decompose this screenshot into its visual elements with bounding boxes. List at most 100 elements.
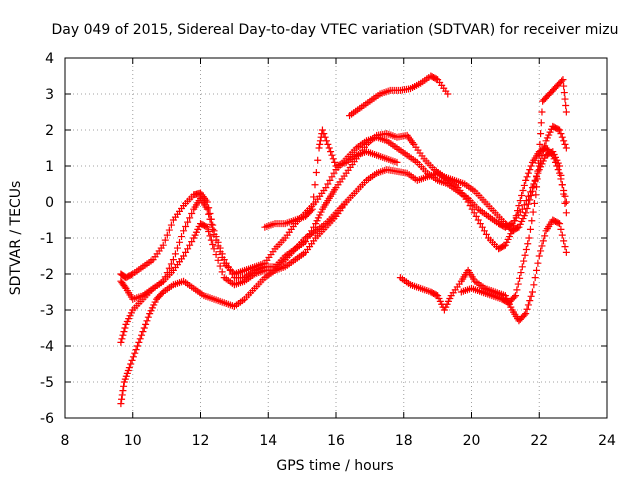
data-point xyxy=(165,226,173,234)
data-point xyxy=(500,242,508,250)
data-point xyxy=(216,248,224,256)
data-point xyxy=(128,356,136,364)
data-point xyxy=(330,169,338,177)
data-point xyxy=(560,186,568,194)
data-point xyxy=(310,193,318,201)
data-point xyxy=(161,236,169,244)
data-point xyxy=(202,222,210,230)
data-point xyxy=(182,222,190,230)
data-point xyxy=(322,184,330,192)
data-point xyxy=(557,225,565,233)
data-point xyxy=(209,240,217,248)
data-point xyxy=(218,268,226,276)
data-point xyxy=(144,313,152,321)
data-point xyxy=(327,148,335,156)
series-track-d xyxy=(117,198,350,408)
series-track-e xyxy=(261,126,401,231)
data-point xyxy=(188,210,196,218)
data-point xyxy=(539,237,547,245)
data-point xyxy=(342,198,350,206)
data-point xyxy=(315,144,323,152)
data-point xyxy=(533,183,541,191)
series-track-b xyxy=(117,133,570,303)
data-point xyxy=(316,137,324,145)
data-point xyxy=(510,222,518,230)
data-point xyxy=(186,241,194,249)
data-point xyxy=(117,338,125,346)
data-point xyxy=(532,191,540,199)
data-point xyxy=(553,162,561,170)
data-point xyxy=(323,137,331,145)
data-point xyxy=(139,328,147,336)
data-point xyxy=(180,252,188,260)
data-point xyxy=(525,234,533,242)
data-point xyxy=(474,216,482,224)
data-point xyxy=(527,292,535,300)
data-point xyxy=(329,155,337,163)
data-point xyxy=(556,169,564,177)
data-point xyxy=(321,133,329,141)
data-point xyxy=(167,260,175,268)
data-point xyxy=(325,144,333,152)
series-track-h xyxy=(457,76,570,307)
data-point xyxy=(210,230,218,238)
y-tick-label: 3 xyxy=(45,87,54,103)
data-point xyxy=(558,181,566,189)
data-point xyxy=(131,349,139,357)
data-point xyxy=(562,102,570,110)
data-point xyxy=(526,196,534,204)
data-point xyxy=(529,208,537,216)
data-point xyxy=(522,197,530,205)
data-point xyxy=(136,335,144,343)
data-point xyxy=(512,212,520,220)
data-point xyxy=(118,395,126,403)
data-point xyxy=(178,233,186,241)
data-point xyxy=(526,225,534,233)
data-point xyxy=(476,220,484,228)
data-point xyxy=(121,283,129,291)
data-point xyxy=(561,243,569,251)
series-track-g xyxy=(396,216,570,325)
data-point xyxy=(519,186,527,194)
data-point xyxy=(526,297,534,305)
data-point xyxy=(520,257,528,265)
y-tick-label: -5 xyxy=(40,375,54,391)
y-tick-label: -1 xyxy=(40,231,54,247)
data-point xyxy=(562,209,570,217)
data-point xyxy=(557,175,565,183)
data-point xyxy=(554,166,562,174)
data-point xyxy=(324,140,332,148)
data-point xyxy=(530,281,538,289)
x-tick-label: 18 xyxy=(395,433,413,449)
data-point xyxy=(535,252,543,260)
data-point xyxy=(324,180,332,188)
data-point xyxy=(119,387,127,395)
data-point xyxy=(312,168,320,176)
data-point xyxy=(121,324,129,332)
data-point xyxy=(328,151,336,159)
data-point xyxy=(132,346,140,354)
data-point xyxy=(524,200,532,208)
data-point xyxy=(533,266,541,274)
data-point xyxy=(537,119,545,127)
data-point xyxy=(203,205,211,213)
y-tick-label: -3 xyxy=(40,303,54,319)
data-point xyxy=(120,328,128,336)
data-point xyxy=(206,215,214,223)
data-point xyxy=(466,202,474,210)
data-point xyxy=(518,263,526,271)
data-point xyxy=(129,353,137,361)
data-point xyxy=(393,158,401,166)
y-tick-label: -4 xyxy=(40,339,54,355)
data-point xyxy=(444,90,452,98)
data-point xyxy=(526,166,534,174)
y-tick-label: 0 xyxy=(45,195,54,211)
data-point xyxy=(558,231,566,239)
data-point xyxy=(547,150,555,158)
data-point xyxy=(538,242,546,250)
data-point xyxy=(135,338,143,346)
data-point xyxy=(549,151,557,159)
data-point xyxy=(125,364,133,372)
data-point xyxy=(320,130,328,138)
